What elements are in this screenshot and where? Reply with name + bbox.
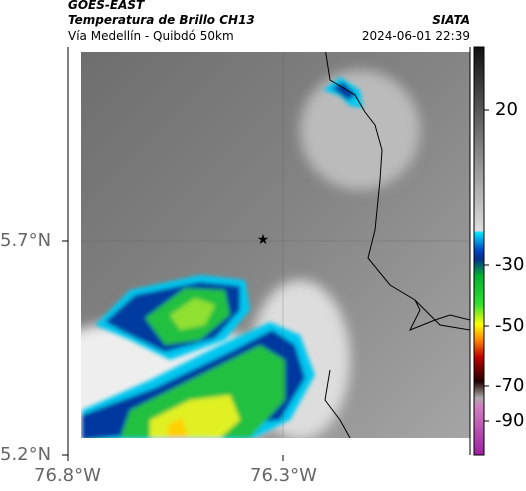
lon-label: 76.8°W bbox=[34, 465, 101, 486]
satellite-title: GOES-EAST bbox=[68, 0, 145, 12]
colorbar-label: -50 bbox=[495, 315, 525, 336]
region-subtitle: Vía Medellín - Quibdó 50km bbox=[68, 29, 234, 43]
colorbar bbox=[473, 46, 485, 456]
colorbar-label: -70 bbox=[495, 375, 525, 396]
source-label: SIATA bbox=[432, 13, 470, 27]
lon-label: 76.3°W bbox=[250, 465, 317, 486]
colorbar-label: 20 bbox=[495, 99, 518, 120]
datetime-label: 2024-06-01 22:39 bbox=[361, 29, 470, 43]
lat-label: 5.2°N bbox=[0, 444, 52, 465]
lat-label: 5.7°N bbox=[0, 230, 52, 251]
colorbar-label: -90 bbox=[495, 410, 525, 431]
city-marker: ★ bbox=[257, 232, 270, 248]
product-title: Temperatura de Brillo CH13 bbox=[68, 13, 255, 27]
cloud-field bbox=[81, 52, 470, 438]
colorbar-label: -30 bbox=[495, 254, 525, 275]
